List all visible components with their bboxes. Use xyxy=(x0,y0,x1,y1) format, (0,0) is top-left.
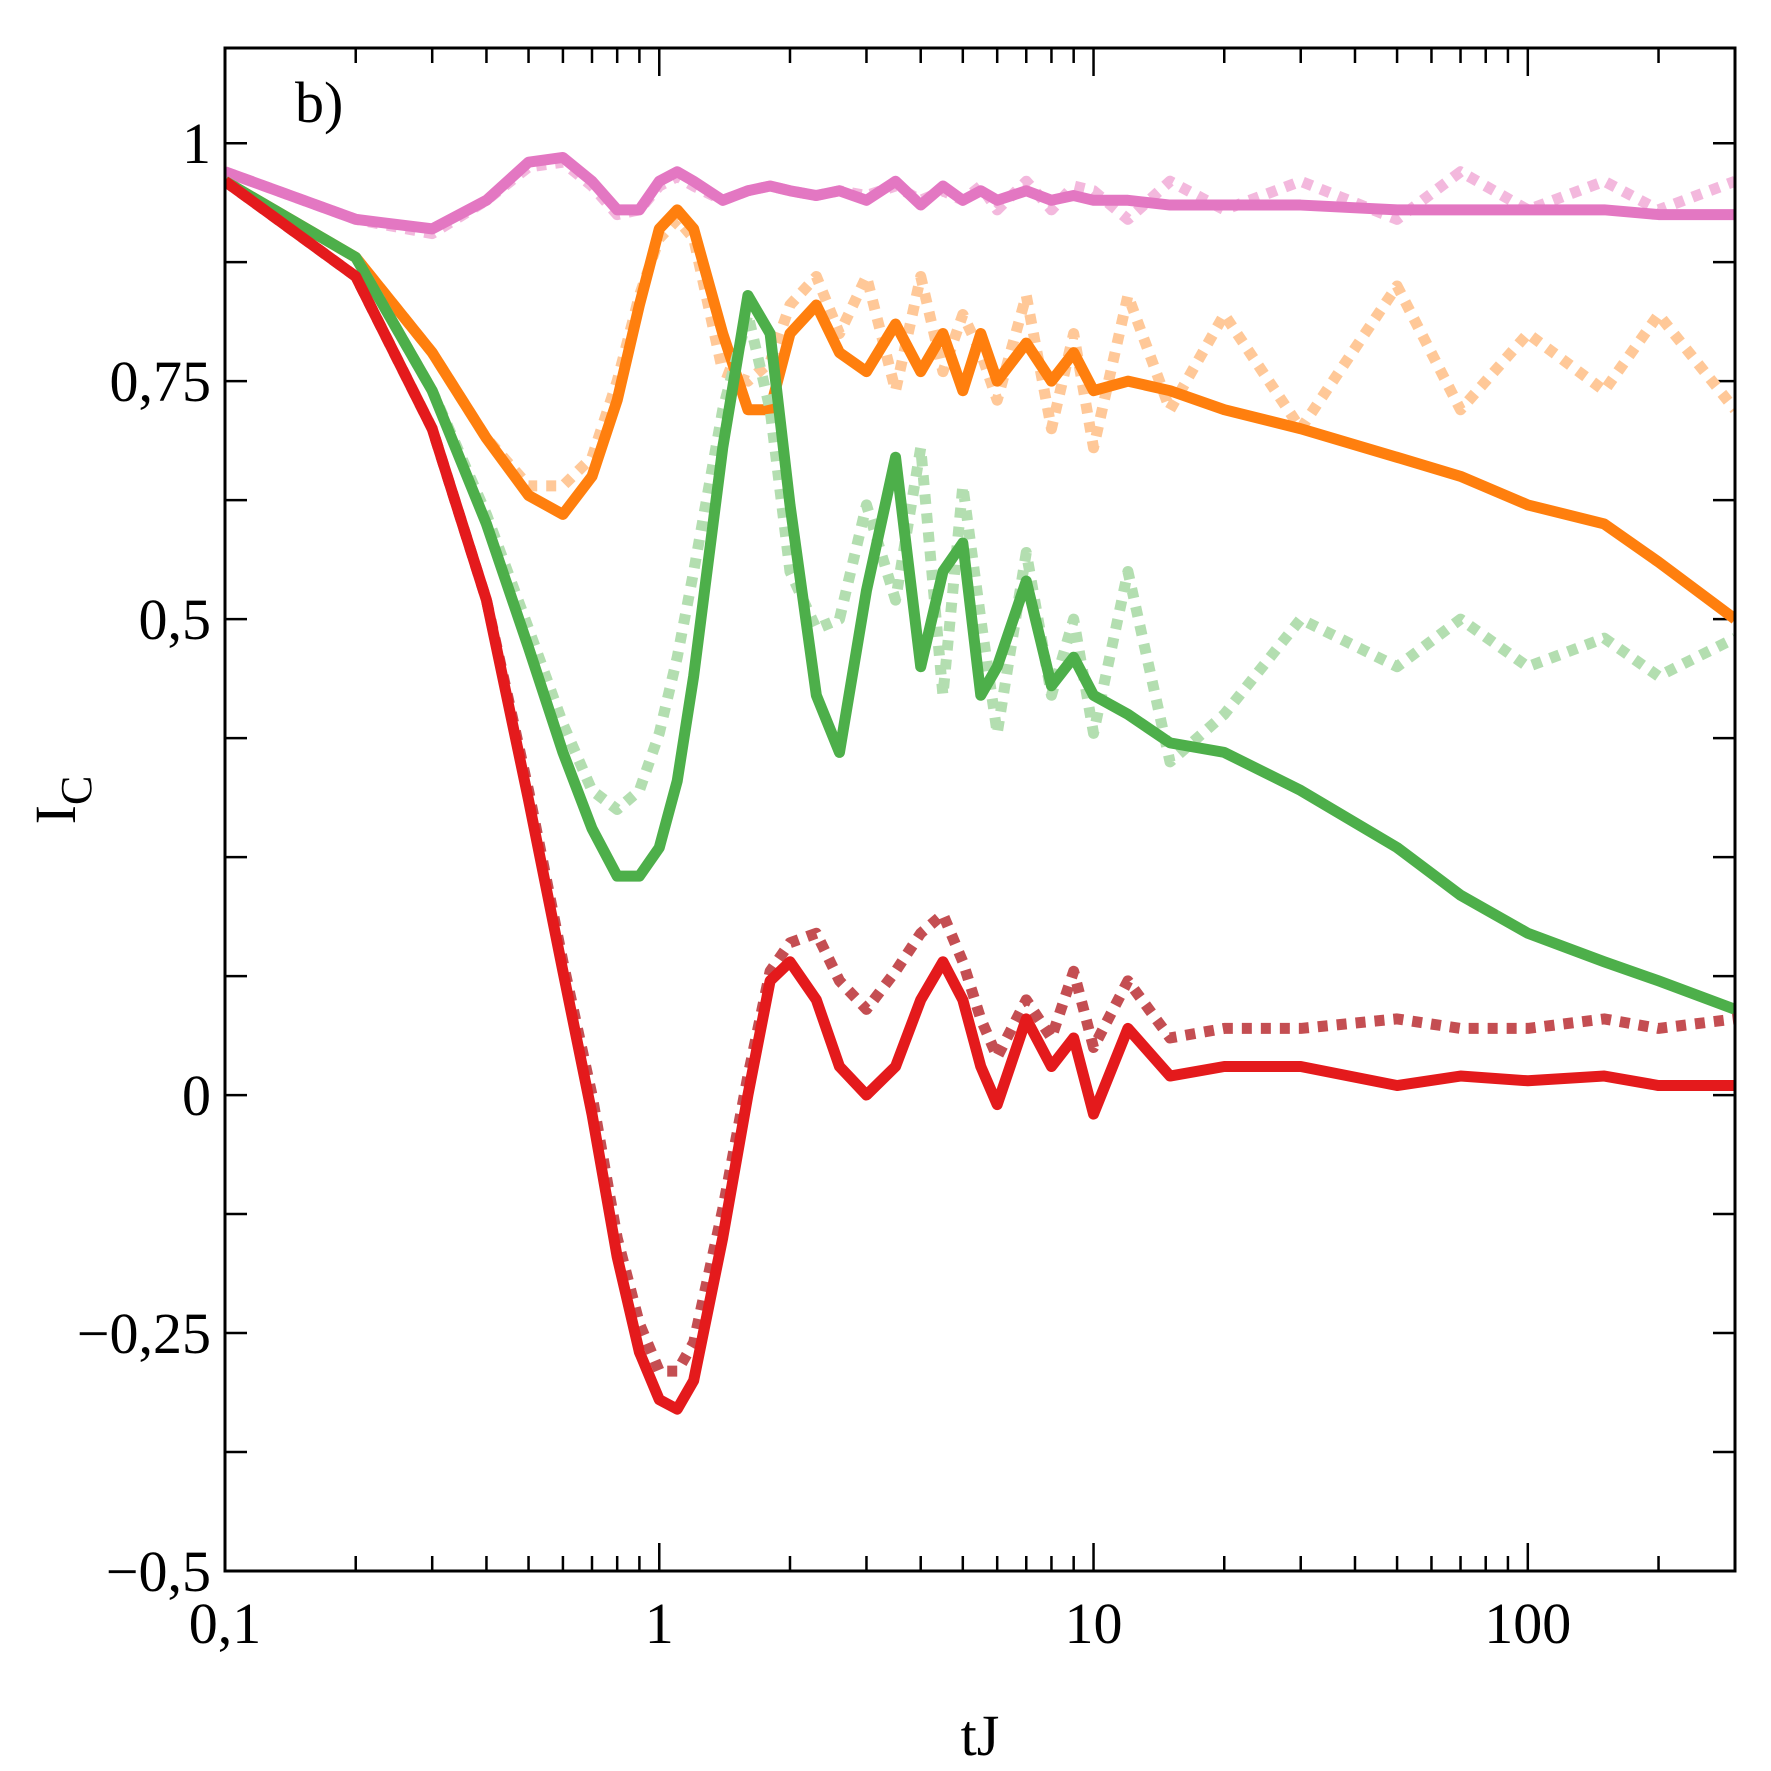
y-tick-label: 0,75 xyxy=(110,349,212,414)
series-line xyxy=(225,176,1735,815)
y-tick-label: 0 xyxy=(182,1063,211,1128)
y-tick-label: 0,5 xyxy=(139,587,212,652)
y-tick-label: −0,5 xyxy=(106,1539,211,1604)
series-line xyxy=(225,176,1735,624)
y-axis-label-main: I xyxy=(23,805,88,824)
x-axis-label: tJ xyxy=(961,1703,1000,1768)
y-tick-label: 1 xyxy=(182,111,211,176)
y-tick-label: −0,25 xyxy=(77,1301,211,1366)
series-line xyxy=(225,151,1735,235)
series-line xyxy=(225,176,1735,1415)
x-tick-label: 100 xyxy=(1484,1591,1571,1656)
x-tick-label: 0,1 xyxy=(189,1591,262,1656)
plot-frame xyxy=(223,46,1737,1573)
panel-label: b) xyxy=(295,70,343,135)
y-axis-label: IC xyxy=(23,776,101,825)
series-line xyxy=(225,176,1735,1015)
y-axis-label-sub: C xyxy=(52,776,101,805)
x-tick-label: 10 xyxy=(1065,1591,1123,1656)
series-line xyxy=(225,176,1735,492)
x-tick-label: 1 xyxy=(645,1591,674,1656)
